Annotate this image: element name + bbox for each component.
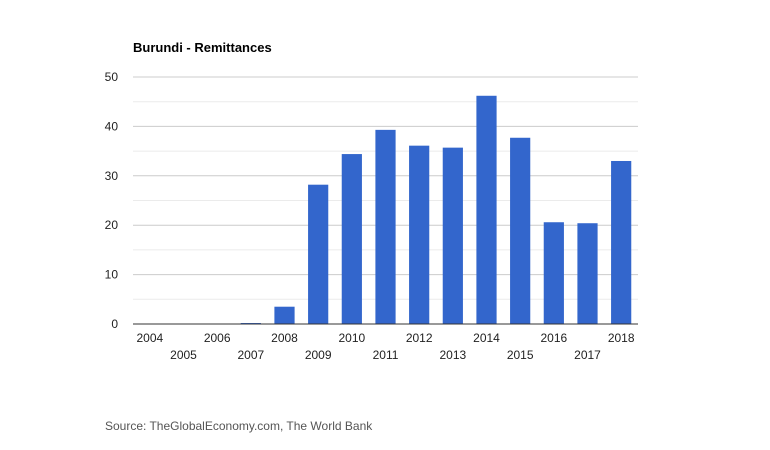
bars [139,95,632,325]
x-axis-tick-labels: 2004 2005 2006 2007 2008 2009 2010 2011 2012 2013… [136,331,634,362]
x-tick-label: 2009 [305,348,332,362]
bar [341,154,362,324]
bar [611,160,632,324]
x-tick-label: 2014 [473,331,500,345]
source-note: Source: TheGlobalEconomy.com, The World … [105,419,373,433]
bar [409,145,430,324]
x-tick-label: 2008 [271,331,298,345]
bar [308,184,329,324]
x-tick-label: 2013 [439,348,466,362]
y-tick-label: 50 [105,70,119,84]
chart-title: Burundi - Remittances [133,40,272,55]
y-tick-label: 30 [105,169,119,183]
y-tick-label: 40 [105,119,119,133]
y-tick-label: 0 [111,317,118,331]
x-tick-label: 2015 [507,348,534,362]
bar [543,222,564,324]
bar [442,147,463,324]
x-tick-label: 2006 [204,331,231,345]
bar [476,95,497,324]
x-tick-label: 2016 [540,331,567,345]
y-tick-label: 20 [105,218,119,232]
y-tick-label: 10 [105,268,119,282]
x-tick-label: 2007 [237,348,264,362]
x-tick-label: 2010 [338,331,365,345]
x-tick-label: 2018 [608,331,635,345]
x-tick-label: 2004 [136,331,163,345]
y-axis-tick-labels: 0 10 20 30 40 50 [105,70,119,331]
x-tick-label: 2012 [406,331,433,345]
bar [577,223,598,324]
x-tick-label: 2005 [170,348,197,362]
x-tick-label: 2017 [574,348,601,362]
bar [510,137,531,324]
bar [375,129,396,324]
x-tick-label: 2011 [373,348,399,362]
bar [274,306,295,324]
